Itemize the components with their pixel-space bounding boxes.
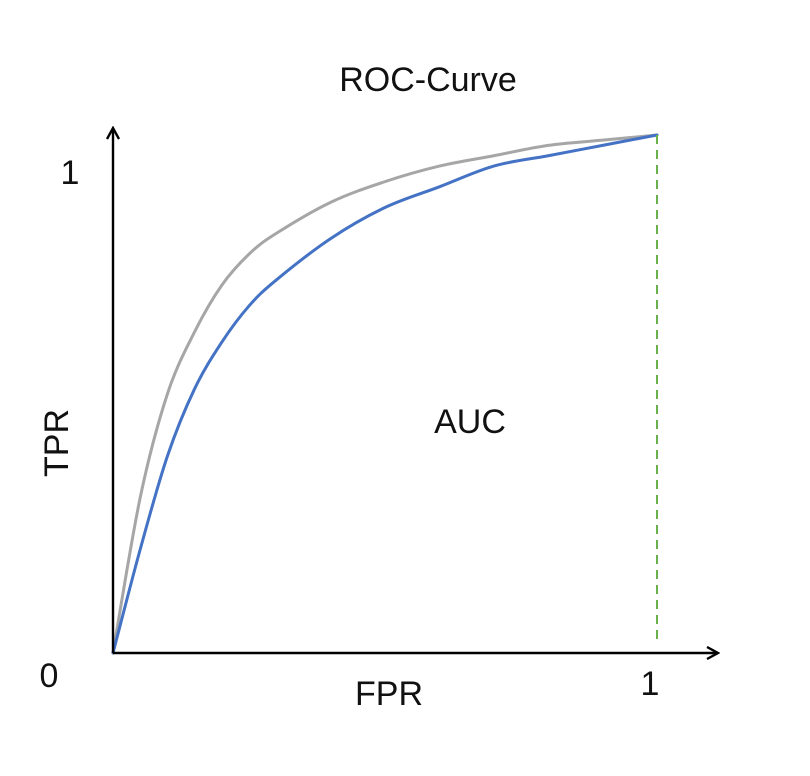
series-line-2 <box>111 133 659 655</box>
y-axis-label: TPR <box>38 409 76 477</box>
auc-annotation: AUC <box>434 403 506 441</box>
x-tick-label-0: 0 <box>40 657 59 695</box>
series-line-1 <box>111 133 659 655</box>
y-tick-label-1: 1 <box>61 154 80 192</box>
series-group <box>111 133 659 655</box>
chart-title: ROC-Curve <box>339 61 517 99</box>
x-tick-label-1: 1 <box>641 665 660 703</box>
x-axis-label: FPR <box>355 675 423 713</box>
